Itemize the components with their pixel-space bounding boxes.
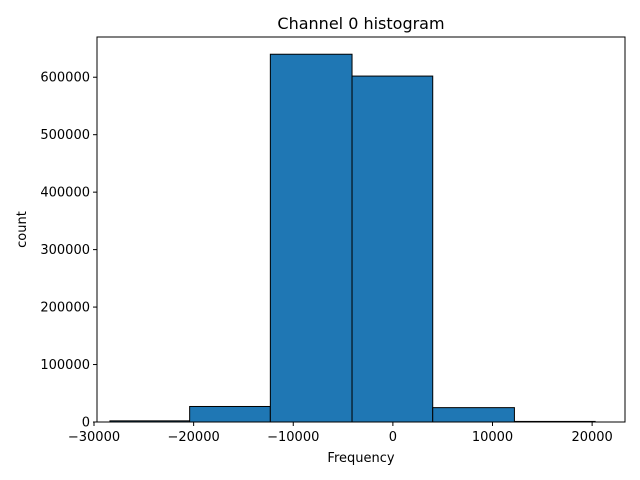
y-tick-label: 500000 — [40, 128, 90, 143]
y-axis-label: count — [15, 211, 30, 248]
x-tick-label: 10000 — [472, 430, 513, 445]
histogram-bar-1 — [189, 405, 271, 423]
x-tick-label: 0 — [389, 430, 397, 445]
chart-title: Channel 0 histogram — [277, 14, 444, 33]
y-tick-label: 0 — [82, 416, 90, 431]
y-tick-label: 200000 — [40, 301, 90, 316]
y-tick-label: 600000 — [40, 71, 90, 86]
x-tick-label: −10000 — [267, 430, 319, 445]
histogram-bar-3 — [351, 75, 434, 423]
x-tick-label: 20000 — [571, 430, 612, 445]
x-axis: −30000 −20000 −10000 0 10000 20000 — [68, 422, 613, 445]
histogram-bar-2 — [269, 53, 353, 423]
y-tick-label: 400000 — [40, 186, 90, 201]
y-tick-label: 100000 — [40, 358, 90, 373]
bars-group — [109, 53, 596, 423]
plot-frame — [96, 36, 626, 423]
y-axis: 0 100000 200000 300000 400000 500000 600000 — [40, 71, 97, 431]
x-axis-label: Frequency — [327, 451, 394, 466]
x-tick-label: −30000 — [68, 430, 120, 445]
y-tick-label: 300000 — [40, 243, 90, 258]
x-tick-label: −20000 — [168, 430, 220, 445]
histogram-bar-4 — [432, 407, 515, 423]
